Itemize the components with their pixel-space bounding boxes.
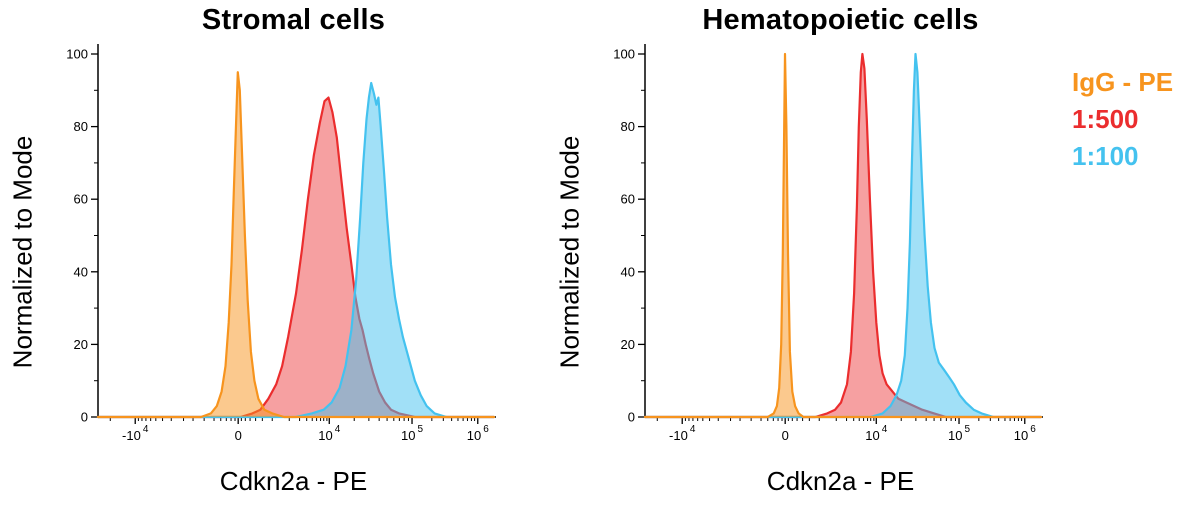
svg-text:105: 10 5 bbox=[948, 424, 970, 443]
chart-panel-stromal: Stromal cells Normalized to Mode 0 20 40 60… bbox=[6, 0, 511, 530]
svg-text:105: 10 5 bbox=[401, 424, 423, 443]
svg-text:106: 10 6 bbox=[467, 424, 489, 443]
svg-text:60: 60 bbox=[621, 192, 635, 207]
svg-text:104: 10 4 bbox=[865, 424, 887, 443]
chart-body-hematopoietic: Normalized to Mode 0 20 40 60 80 100 -10 4 0 10 4 1… bbox=[553, 40, 1058, 470]
svg-text:40: 40 bbox=[621, 264, 635, 279]
svg-text:80: 80 bbox=[74, 119, 88, 134]
legend-item-1-500: 1:500 bbox=[1072, 103, 1139, 134]
x-axis-label: Cdkn2a - PE bbox=[219, 466, 368, 496]
svg-text:40: 40 bbox=[74, 264, 88, 279]
svg-text:20: 20 bbox=[74, 337, 88, 352]
svg-text:0: 0 bbox=[782, 428, 789, 443]
svg-text:100: 100 bbox=[613, 47, 635, 62]
chart-title-stromal: Stromal cells bbox=[201, 4, 386, 36]
x-axis-label: Cdkn2a - PE bbox=[766, 466, 915, 496]
chart-title-hematopoietic: Hematopoietic cells bbox=[702, 4, 979, 36]
legend: IgG - PE 1:500 1:100 bbox=[1072, 64, 1173, 530]
svg-text:20: 20 bbox=[621, 337, 635, 352]
y-axis-label: Normalized to Mode bbox=[7, 135, 38, 369]
histogram-plot-stromal: 0 20 40 60 80 100 -10 4 0 10 4 10 5 10 6 bbox=[66, 44, 496, 443]
legend-item-igg-pe: IgG - PE bbox=[1072, 67, 1174, 97]
legend-item-1-100: 1:100 bbox=[1072, 140, 1139, 171]
y-axis-label: Normalized to Mode bbox=[554, 135, 585, 369]
svg-text:80: 80 bbox=[621, 119, 635, 134]
svg-text:106: 10 6 bbox=[1014, 424, 1036, 443]
svg-text:-104: -10 4 bbox=[122, 424, 149, 443]
svg-text:100: 100 bbox=[66, 47, 88, 62]
svg-text:60: 60 bbox=[74, 192, 88, 207]
histogram-plot-hematopoietic: 0 20 40 60 80 100 -10 4 0 10 4 10 5 10 6 bbox=[613, 44, 1043, 443]
svg-text:104: 10 4 bbox=[318, 424, 340, 443]
chart-body-stromal: Normalized to Mode 0 20 40 60 80 100 -10 4 0 10 4 1… bbox=[6, 40, 511, 470]
chart-panel-hematopoietic: Hematopoietic cells Normalized to Mode 0… bbox=[553, 0, 1058, 530]
svg-text:0: 0 bbox=[628, 410, 635, 425]
svg-text:-104: -10 4 bbox=[669, 424, 696, 443]
svg-text:0: 0 bbox=[81, 410, 88, 425]
svg-text:0: 0 bbox=[235, 428, 242, 443]
